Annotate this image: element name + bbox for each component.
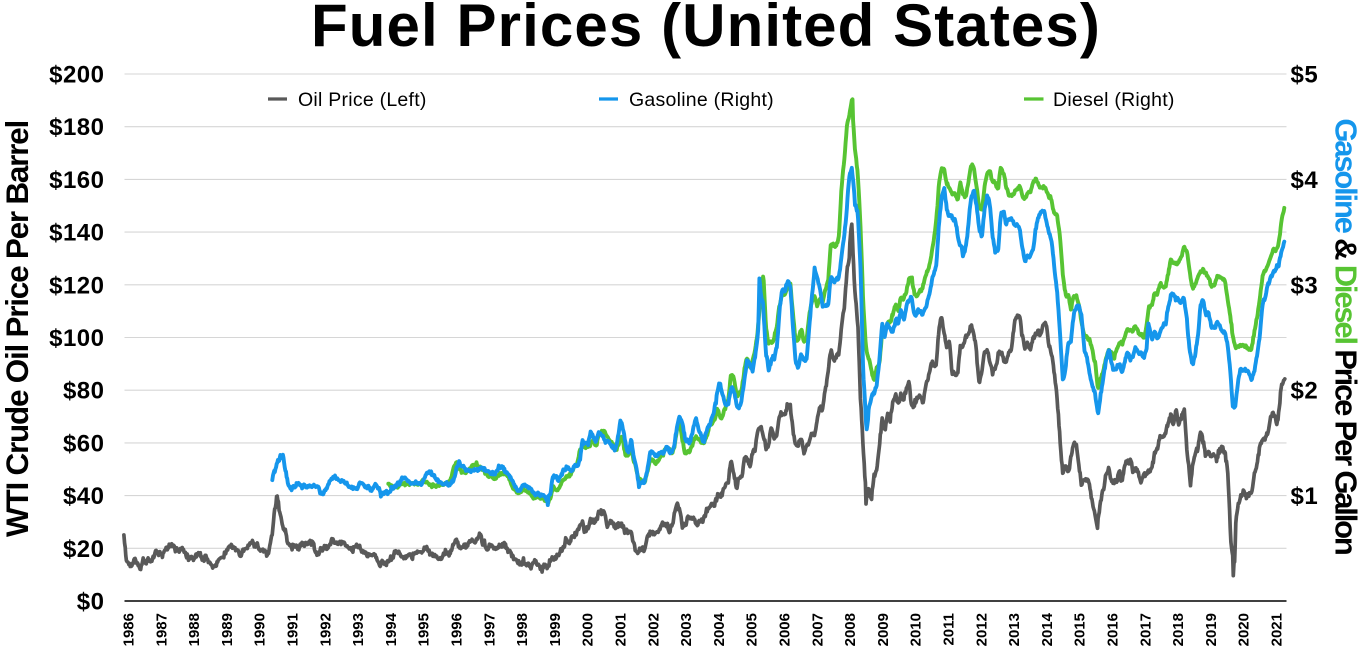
svg-text:2017: 2017 [1137, 613, 1154, 646]
svg-text:$40: $40 [63, 483, 105, 510]
svg-text:1998: 1998 [514, 613, 531, 646]
svg-text:$4: $4 [1291, 167, 1319, 194]
svg-text:$60: $60 [63, 430, 105, 457]
svg-text:$140: $140 [49, 220, 104, 247]
svg-text:1992: 1992 [317, 613, 334, 646]
svg-text:2000: 2000 [580, 613, 597, 646]
svg-text:Oil Price (Left): Oil Price (Left) [298, 89, 427, 111]
svg-text:2009: 2009 [875, 613, 892, 646]
svg-text:$100: $100 [49, 325, 104, 352]
svg-text:$180: $180 [49, 114, 104, 141]
svg-text:1989: 1989 [219, 613, 236, 646]
svg-text:2002: 2002 [645, 613, 662, 646]
svg-text:1987: 1987 [153, 613, 170, 646]
svg-text:2013: 2013 [1006, 613, 1023, 646]
svg-text:WTI Crude Oil Price Per Barrel: WTI Crude Oil Price Per Barrel [0, 121, 35, 537]
svg-text:1988: 1988 [186, 613, 203, 646]
svg-text:2014: 2014 [1039, 612, 1056, 646]
svg-text:1990: 1990 [252, 613, 269, 646]
svg-text:$20: $20 [63, 536, 105, 563]
svg-text:$3: $3 [1291, 272, 1319, 299]
svg-text:2007: 2007 [809, 613, 826, 646]
svg-text:2018: 2018 [1170, 613, 1187, 646]
svg-text:2003: 2003 [678, 613, 695, 646]
svg-text:2020: 2020 [1236, 613, 1253, 646]
svg-text:1999: 1999 [547, 613, 564, 646]
svg-text:2008: 2008 [842, 613, 859, 646]
svg-text:2006: 2006 [777, 613, 794, 646]
svg-text:$80: $80 [63, 378, 105, 405]
svg-text:$5: $5 [1291, 62, 1319, 89]
svg-text:2001: 2001 [613, 613, 630, 646]
svg-text:1994: 1994 [383, 612, 400, 646]
svg-text:2019: 2019 [1203, 613, 1220, 646]
svg-text:$2: $2 [1291, 378, 1319, 405]
svg-text:2005: 2005 [744, 613, 761, 646]
svg-text:1991: 1991 [285, 613, 302, 646]
svg-text:2010: 2010 [908, 613, 925, 646]
svg-text:Gasoline & Diesel Price Per Ga: Gasoline & Diesel Price Per Gallon [1329, 118, 1359, 554]
svg-text:Gasoline (Right): Gasoline (Right) [629, 89, 774, 111]
svg-text:2015: 2015 [1072, 613, 1089, 646]
svg-text:1997: 1997 [481, 613, 498, 646]
svg-text:2011: 2011 [941, 613, 958, 646]
svg-text:1995: 1995 [416, 613, 433, 646]
svg-text:1986: 1986 [121, 613, 138, 646]
svg-text:Fuel Prices (United States): Fuel Prices (United States) [311, 0, 1101, 59]
svg-text:1996: 1996 [449, 613, 466, 646]
svg-text:2004: 2004 [711, 612, 728, 646]
svg-text:2016: 2016 [1105, 613, 1122, 646]
svg-text:$120: $120 [49, 272, 104, 299]
svg-text:$160: $160 [49, 167, 104, 194]
svg-text:$1: $1 [1291, 483, 1319, 510]
svg-text:$0: $0 [77, 589, 105, 616]
svg-text:$200: $200 [49, 62, 104, 89]
svg-text:1993: 1993 [350, 613, 367, 646]
svg-text:Diesel (Right): Diesel (Right) [1053, 89, 1175, 111]
svg-text:2012: 2012 [973, 613, 990, 646]
svg-text:2021: 2021 [1269, 613, 1286, 646]
